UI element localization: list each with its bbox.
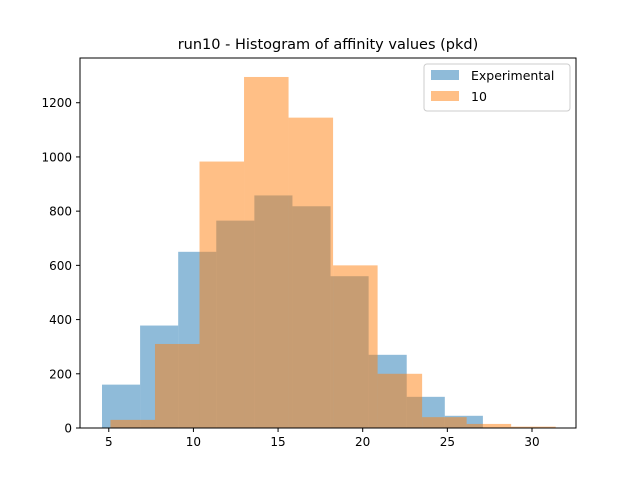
- bar-10-6: [377, 373, 423, 428]
- legend-swatch-experimental: [431, 70, 459, 80]
- x-tick-label: 20: [355, 435, 370, 449]
- y-tick-label: 600: [49, 259, 72, 273]
- x-tick-label: 10: [186, 435, 201, 449]
- chart-title: run10 - Histogram of affinity values (pk…: [178, 37, 479, 53]
- x-axis: 5 10 15 20 25 30: [105, 428, 540, 449]
- x-tick-label: 30: [524, 435, 539, 449]
- legend-label-experimental: Experimental: [471, 68, 554, 83]
- bar-10-9: [511, 426, 556, 428]
- legend: Experimental 10: [423, 63, 571, 112]
- bar-10-4: [288, 117, 334, 428]
- x-tick-label: 25: [440, 435, 455, 449]
- y-tick-label: 0: [64, 422, 72, 436]
- bars-layer: [102, 76, 556, 429]
- y-tick-label: 800: [49, 205, 72, 219]
- bar-10-7: [422, 417, 467, 428]
- legend-box: [423, 63, 571, 112]
- x-tick-label: 5: [105, 435, 113, 449]
- legend-swatch-10: [431, 91, 459, 101]
- bar-10-8: [466, 423, 512, 428]
- bar-10-3: [244, 76, 289, 428]
- y-tick-label: 400: [49, 313, 72, 327]
- bar-10-0: [110, 419, 155, 428]
- bar-10-2: [199, 161, 245, 429]
- x-tick-label: 15: [270, 435, 285, 449]
- y-tick-label: 200: [49, 367, 72, 381]
- plot-frame: [79, 57, 577, 429]
- bar-10-1: [154, 343, 200, 428]
- y-tick-label: 1000: [41, 150, 72, 164]
- legend-label-10: 10: [471, 89, 487, 104]
- y-axis: 0 200 400 600 800 1000 1200: [41, 96, 80, 436]
- y-tick-label: 1200: [41, 96, 72, 110]
- bar-10-5: [333, 265, 378, 428]
